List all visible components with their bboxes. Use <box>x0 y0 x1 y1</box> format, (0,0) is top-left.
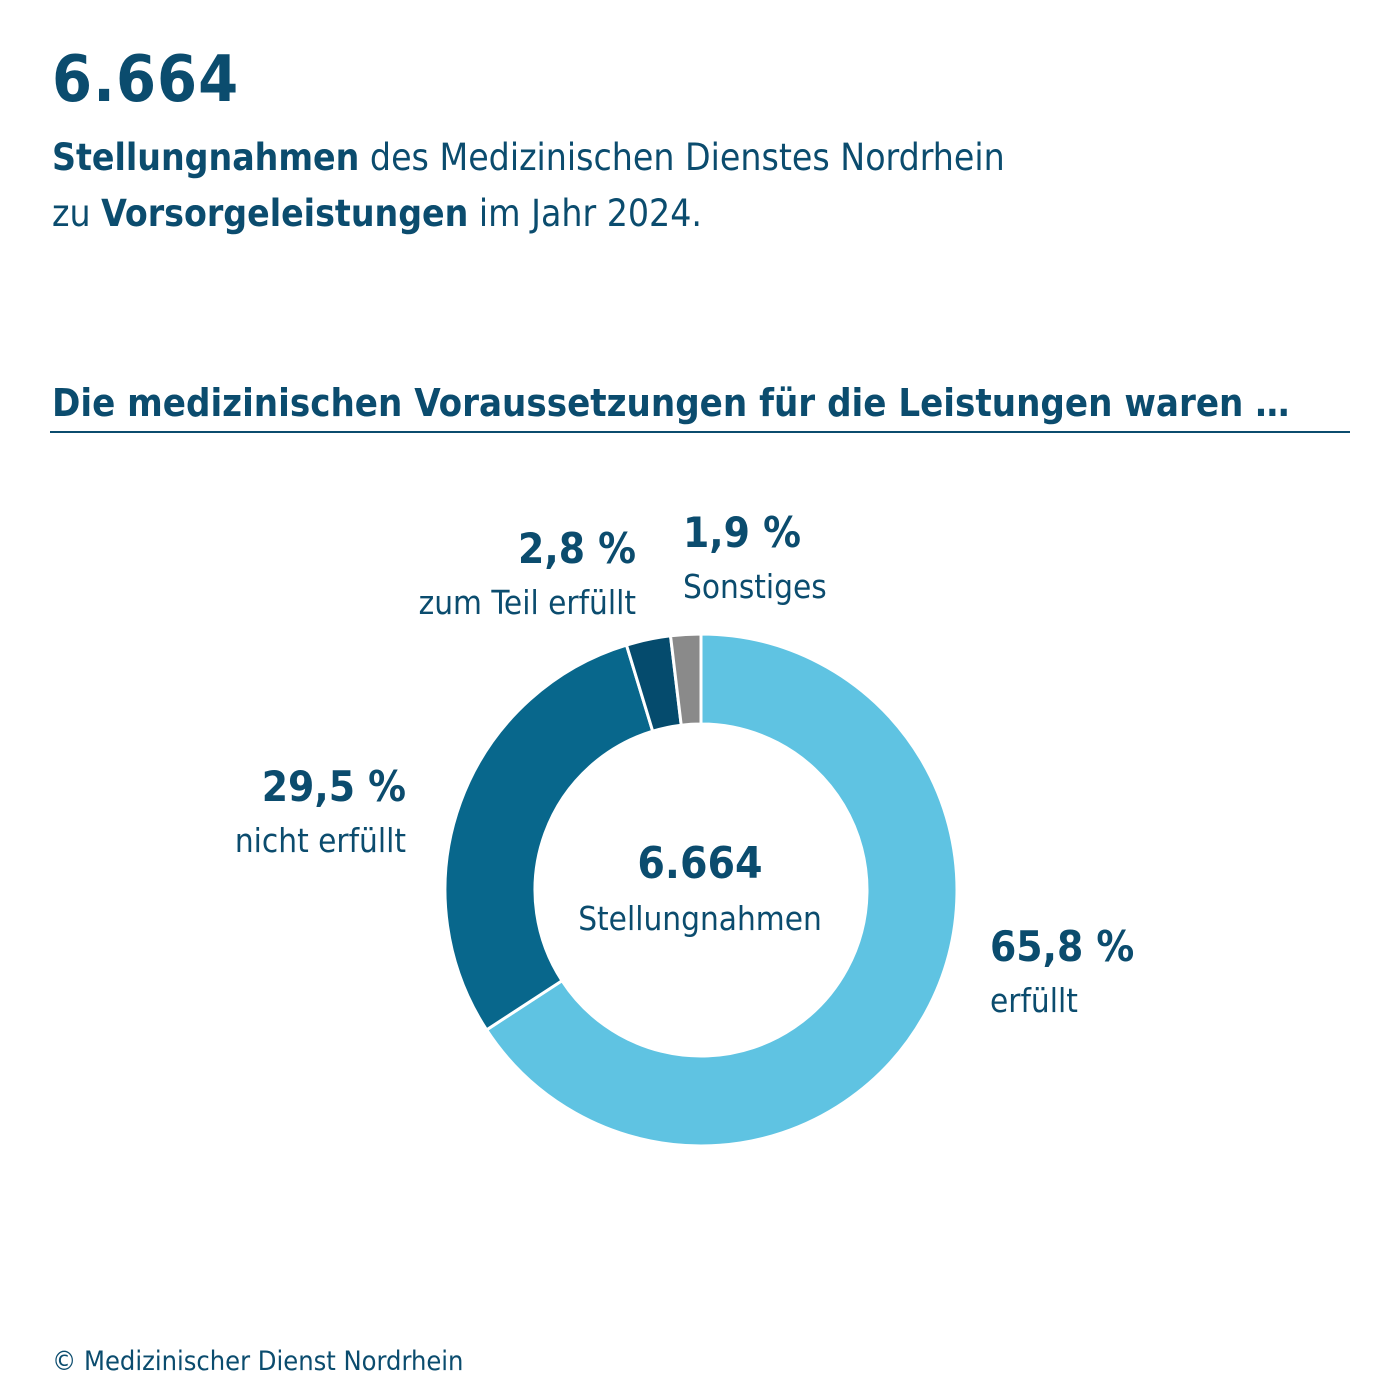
section-divider <box>50 431 1350 433</box>
label-nicht-erfuellt: 29,5 % nicht erfüllt <box>234 762 406 860</box>
intro-bold-vorsorge: Vorsorgeleistungen <box>101 192 469 235</box>
label-zum-teil: 2,8 % zum Teil erfüllt <box>418 524 636 622</box>
donut-center-label: 6.664 Stellungnahmen <box>550 838 850 938</box>
label-erfuellt-pct: 65,8 % <box>990 922 1135 971</box>
label-zum-teil-pct: 2,8 % <box>518 524 636 573</box>
label-nicht-erfuellt-cat: nicht erfüllt <box>234 821 406 860</box>
section-title: Die medizinischen Voraussetzungen für di… <box>52 381 1290 425</box>
label-nicht-erfuellt-pct: 29,5 % <box>261 762 406 811</box>
intro-text: Stellungnahmen des Medizinischen Dienste… <box>52 130 1352 242</box>
donut-center-text: Stellungnahmen <box>578 899 822 938</box>
label-sonstiges: 1,9 % Sonstiges <box>683 508 827 606</box>
intro-line2-start: zu <box>52 192 102 235</box>
total-number: 6.664 <box>52 43 240 117</box>
donut-center-number: 6.664 <box>637 838 763 889</box>
label-erfuellt-cat: erfüllt <box>990 981 1078 1020</box>
slice-nicht-erfuellt <box>443 643 655 1032</box>
label-erfuellt: 65,8 % erfüllt <box>990 922 1135 1020</box>
intro-line1-rest: des Medizinischen Dienstes Nordrhein <box>359 136 1005 179</box>
label-sonstiges-cat: Sonstiges <box>683 567 827 606</box>
slice-erfuellt <box>484 632 959 1148</box>
intro-bold-stellungnahmen: Stellungnahmen <box>52 136 360 179</box>
slice-sonstiges <box>668 632 703 727</box>
copyright-footer: © Medizinischer Dienst Nordrhein <box>52 1346 464 1377</box>
intro-line2-rest: im Jahr 2024. <box>468 192 702 235</box>
label-sonstiges-pct: 1,9 % <box>683 508 801 557</box>
label-zum-teil-cat: zum Teil erfüllt <box>418 583 636 622</box>
